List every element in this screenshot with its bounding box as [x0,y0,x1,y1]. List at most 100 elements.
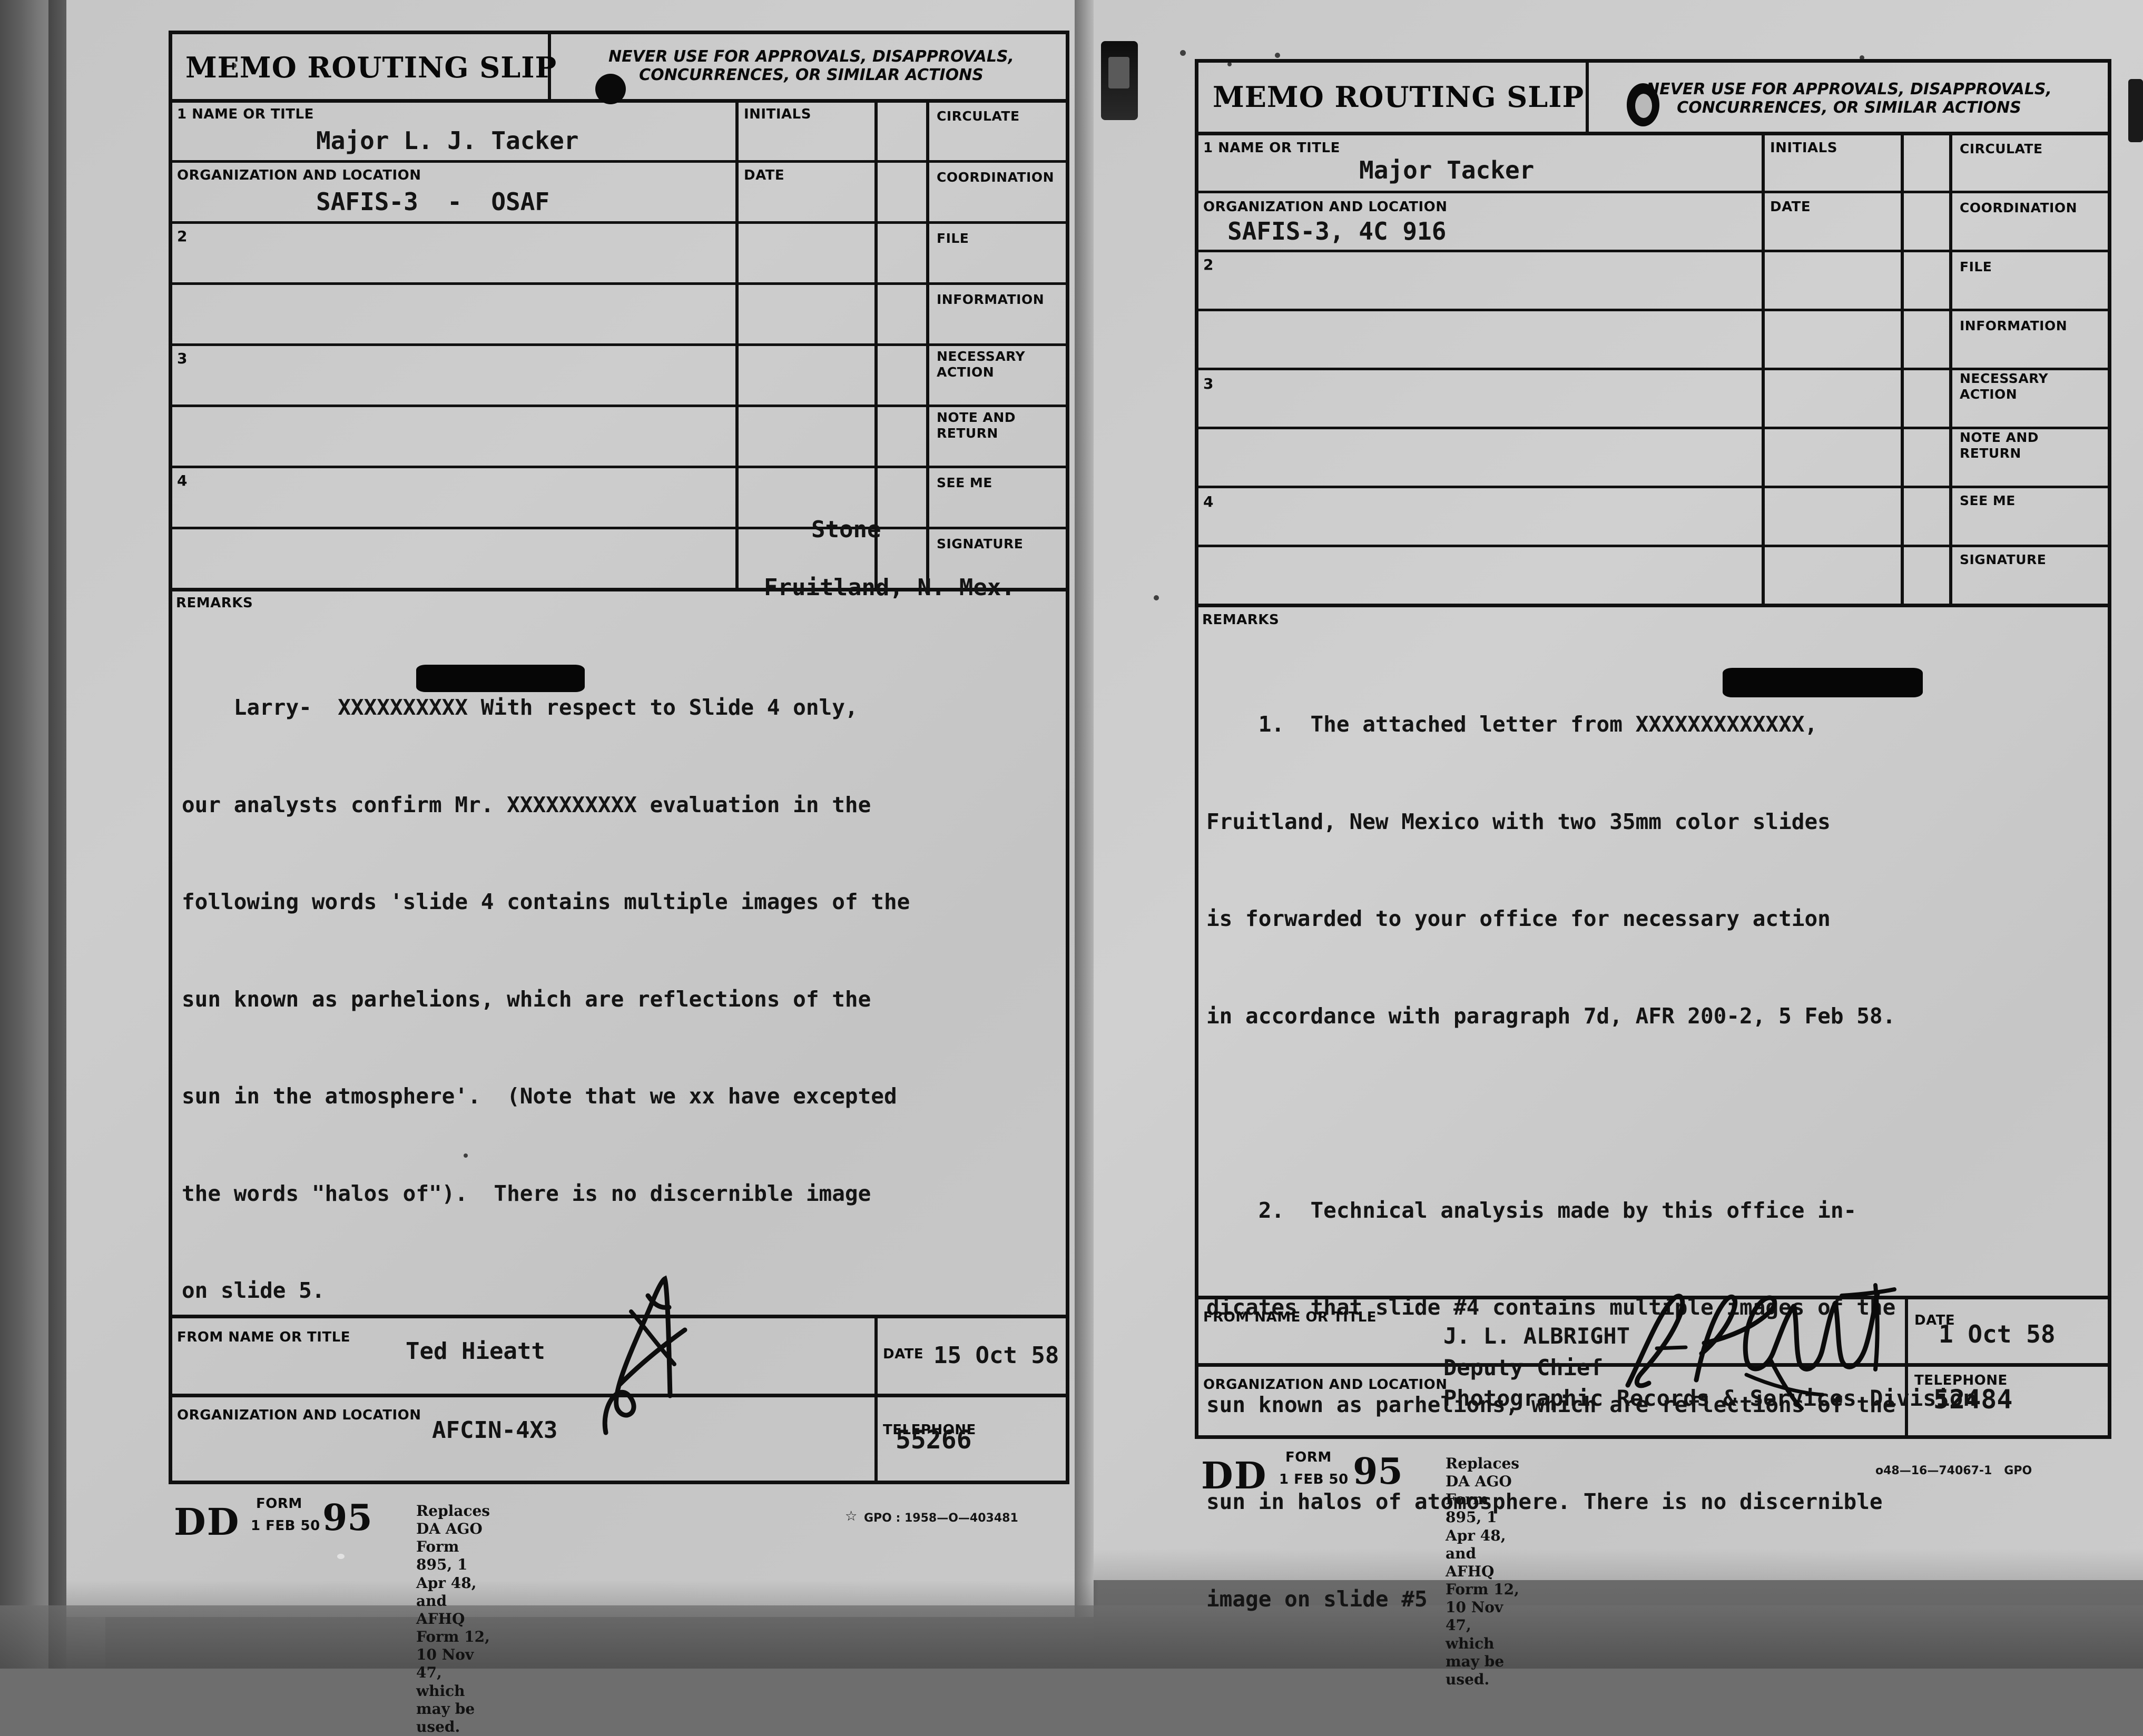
action-necessary-action[interactable]: NECESSARY ACTION [1960,371,2049,402]
action-see-me[interactable]: SEE ME [937,475,992,490]
label-name-or-title: 1 NAME OR TITLE [1203,140,1340,156]
label-organization-and-location: ORGANIZATION AND LOCATION [1203,199,1448,215]
row-divider [169,221,1069,224]
remarks-line: 1. The attached letter from XXXXXXXXXXXX… [1206,712,1818,737]
remarks-line: Fruitland, New Mexico with two 35mm colo… [1206,808,1831,834]
remarks-line: Larry- XXXXXXXXXX With respect to Slide … [182,695,858,720]
label-telephone: TELEPHONE [1914,1373,2008,1388]
action-circulate[interactable]: CIRCULATE [1960,141,2043,156]
action-see-me[interactable]: SEE ME [1960,493,2016,508]
routing-row-number: 3 [1203,375,1214,392]
action-necessary-action[interactable]: NECESSARY ACTION [937,349,1026,380]
value-telephone: 52484 [1933,1384,2013,1415]
dust-speck-light [337,1554,345,1559]
usage-warning: NEVER USE FOR APPROVALS, DISAPPROVALS, C… [1646,80,2052,117]
value-organization-and-location: SAFIS-3, 4C 916 [1227,217,1447,245]
action-information[interactable]: INFORMATION [937,292,1045,307]
remarks-line: sun known as parhelions, which are refle… [1206,1392,1896,1417]
film-bottom-edge [0,1605,2143,1669]
remarks-top-divider [1195,604,2111,607]
label-from-organization: ORGANIZATION AND LOCATION [1203,1377,1448,1393]
value-name-or-title: Major Tacker [1359,156,1535,184]
row-divider [1195,545,2111,547]
from-section-divider [169,1315,1069,1318]
paper-sheet-right [1094,0,2143,1580]
value-from-date: 1 Oct 58 [1939,1320,2056,1348]
routing-row-number: 3 [177,350,188,367]
signature-albright [1625,1283,1896,1410]
row-divider [169,466,1069,468]
remarks-line [1206,1097,1895,1130]
ink-blot [595,74,626,104]
footer-dd: DD [1201,1454,1267,1497]
footer-gpo-code: o48—16—74067-1 GPO [1875,1464,2032,1477]
routing-row-number: 2 [177,228,188,245]
film-clip-notch [1108,57,1129,88]
label-name-or-title: 1 NAME OR TITLE [177,106,314,122]
action-coordination[interactable]: COORDINATION [1960,200,2078,215]
dust-speck [1180,50,1186,56]
row-divider [1195,309,2111,311]
remarks-line: in accordance with paragraph 7d, AFR 200… [1206,1003,1896,1029]
header-divider [1195,132,2111,135]
label-date: DATE [1770,199,1811,215]
value-from-name-or-title: Ted Hieatt [406,1338,545,1365]
row-divider [169,282,1069,285]
routing-row-number: 4 [1203,493,1214,510]
remarks-line: sun known as parhelions, which are refle… [182,986,871,1012]
action-coordination[interactable]: COORDINATION [937,170,1055,185]
row-divider [1195,368,2111,370]
row-divider [1195,191,2111,193]
footer-replaces-note: Replaces DA AGO Form 895, 1 Apr 48, and … [1446,1455,1520,1688]
edge-mark-right [2128,79,2143,142]
remarks-line: sun in the atmosphere'. (Note that we xx… [182,1083,897,1109]
footer-form-word: FORM [1285,1449,1332,1465]
dust-speck [1227,62,1232,66]
from-date-divider [1905,1296,1908,1439]
action-file[interactable]: FILE [1960,259,1992,274]
remarks-line: sun in halos of atomosphere. There is no… [1206,1489,1883,1514]
action-circulate[interactable]: CIRCULATE [937,108,1020,124]
action-signature[interactable]: SIGNATURE [1960,552,2047,567]
row-divider [1195,250,2111,252]
action-file[interactable]: FILE [937,231,969,246]
label-telephone: TELEPHONE [883,1422,976,1438]
value-from-title-line2: Deputy Chief [1443,1355,1604,1380]
value-from-date: 15 Oct 58 [933,1342,1059,1369]
label-from-date: DATE [1914,1313,1955,1328]
routing-row-number: 4 [177,472,188,489]
form-title: MEMO ROUTING SLIP [185,51,557,84]
action-note-and-return[interactable]: NOTE AND RETURN [937,410,1016,441]
row-divider [169,405,1069,407]
value-name-or-title: Major L. J. Tacker [316,126,579,155]
remarks-line: the words "halos of"). There is no disce… [182,1180,871,1206]
row-divider [169,160,1069,163]
remarks-text: 1. The attached letter from XXXXXXXXXXXX… [1206,644,1895,1680]
form-title: MEMO ROUTING SLIP [1213,80,1585,114]
remarks-line: following words 'slide 4 contains multip… [182,889,910,914]
action-information[interactable]: INFORMATION [1960,318,2068,333]
value-row4-initials: Stone [811,516,881,543]
row-divider [1195,486,2111,488]
ink-blot-center [1635,94,1652,118]
label-remarks: REMARKS [1202,612,1280,628]
remarks-line: our analysts confirm Mr. XXXXXXXXXX eval… [182,792,871,817]
remarks-top-divider [169,588,1069,591]
row-divider [1195,427,2111,429]
label-initials: INITIALS [1770,140,1837,156]
usage-warning: NEVER USE FOR APPROVALS, DISAPPROVALS, C… [608,47,1014,85]
form-outer-frame-right [1195,59,2111,1439]
label-from-organization: ORGANIZATION AND LOCATION [177,1407,421,1423]
action-signature[interactable]: SIGNATURE [937,536,1024,551]
footer-form-word: FORM [256,1496,302,1512]
remarks-line: image on slide #5 [1206,1586,1428,1612]
star-icon: ☆ [845,1508,858,1524]
dust-speck [1154,595,1159,600]
label-from-name-or-title: FROM NAME OR TITLE [1203,1309,1377,1325]
value-row4-location: Fruitland, N. Mex. [764,574,1015,601]
signature-scrawl-left [602,1275,687,1435]
action-note-and-return[interactable]: NOTE AND RETURN [1960,430,2039,461]
from-date-divider [874,1315,878,1484]
redaction-bar-name [1723,668,1923,697]
value-from-name-or-title: J. L. ALBRIGHT [1443,1323,1630,1349]
